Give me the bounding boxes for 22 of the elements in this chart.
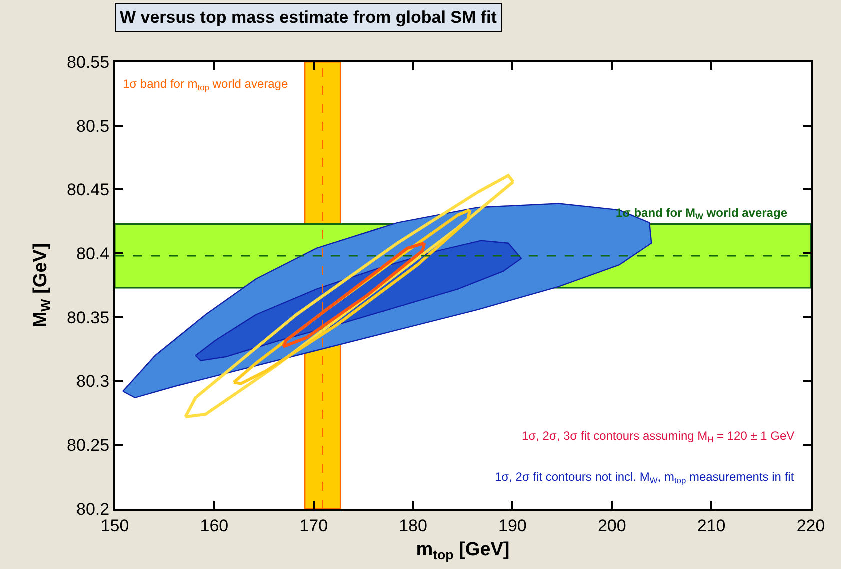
x-tick-label: 180	[399, 516, 428, 536]
y-tick-label: 80.35	[67, 308, 110, 328]
x-tick-label: 150	[100, 516, 130, 536]
annotation: 1σ, 2σ fit contours not incl. M$_{W}$, m$_{top}$ measurements in fit	[495, 470, 795, 486]
y-tick-label: 80.3	[76, 372, 110, 392]
x-tick-label: 190	[498, 516, 527, 536]
y-tick-label: 80.5	[76, 116, 110, 136]
x-axis-title: m$_{top}$ [GeV]	[416, 540, 510, 563]
x-tick-label: 210	[697, 516, 726, 536]
y-tick-label: 80.4	[76, 244, 110, 264]
annotation: 1σ, 2σ, 3σ fit contours assuming M$_{H}$ = 120 ± 1 GeV	[522, 429, 795, 445]
y-tick-label: 80.55	[67, 52, 110, 72]
band-label: 1σ band for M$_{W}$ world average	[616, 206, 788, 222]
y-tick-label: 80.45	[67, 180, 110, 200]
x-tick-label: 160	[200, 516, 229, 536]
y-tick-label: 80.2	[76, 500, 110, 519]
x-tick-label: 200	[598, 516, 626, 536]
chart-title: W versus top mass estimate from global SM fit	[120, 8, 498, 27]
x-tick-label: 220	[796, 516, 826, 536]
band-label: 1σ band for m$_{top}$ world average	[123, 77, 288, 93]
x-tick-label: 170	[300, 516, 328, 536]
y-tick-label: 80.25	[67, 436, 110, 456]
